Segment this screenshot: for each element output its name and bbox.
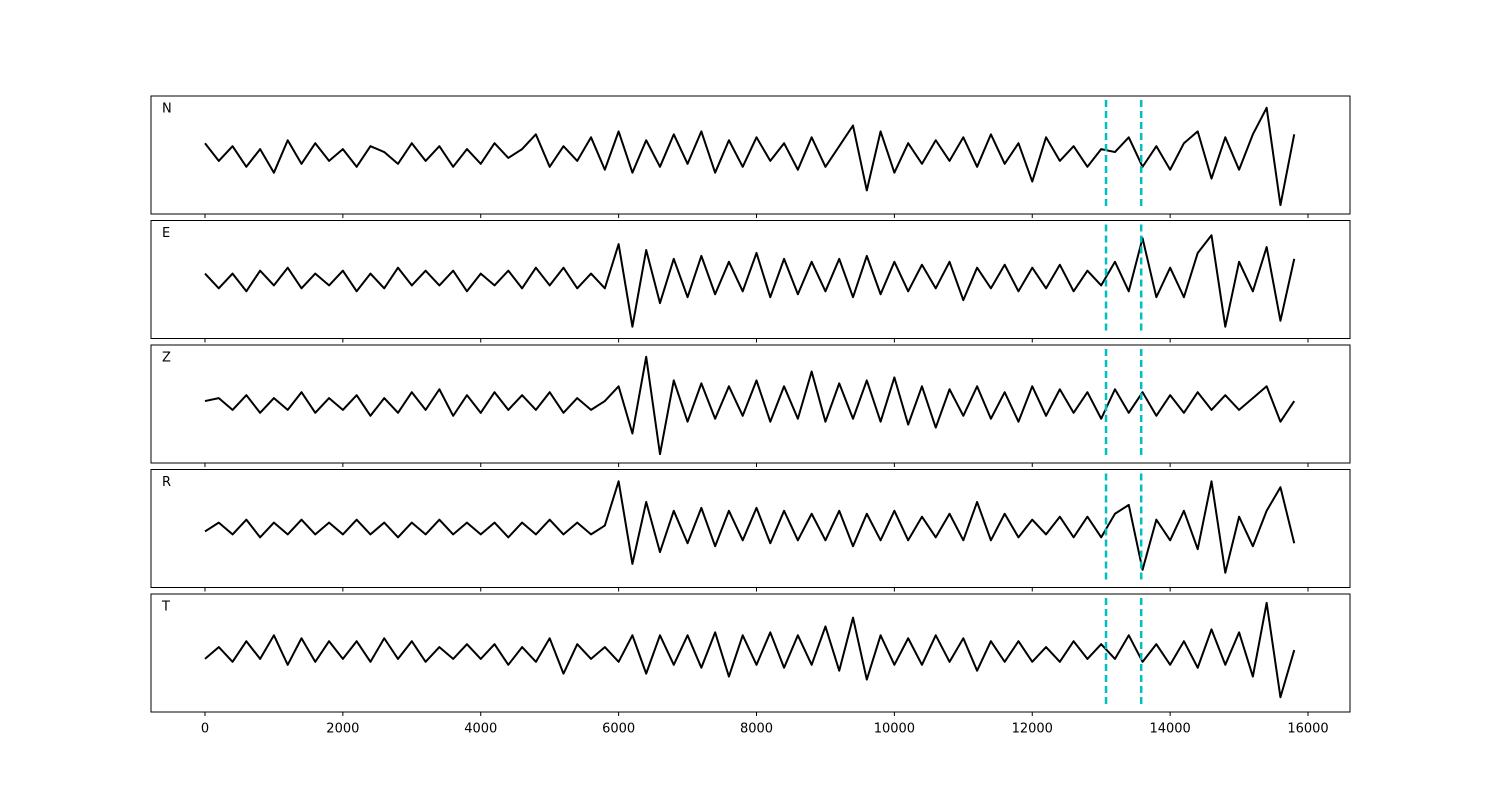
waveform xyxy=(204,480,1296,574)
x-tick-label: 6000 xyxy=(602,722,635,737)
panel-frame xyxy=(150,220,1351,339)
panel-label: E xyxy=(162,226,170,241)
x-tick-label: 10000 xyxy=(874,722,915,737)
panel-frame xyxy=(150,95,1351,215)
x-tick-label: 14000 xyxy=(1149,722,1190,737)
waveform xyxy=(204,106,1296,207)
x-tick-label: 8000 xyxy=(740,722,773,737)
waveform xyxy=(204,234,1296,328)
waveform xyxy=(204,355,1296,456)
panel-label: R xyxy=(162,475,171,490)
panel-frame xyxy=(150,469,1351,588)
x-tick-label: 4000 xyxy=(464,722,497,737)
panel-frame xyxy=(150,593,1351,713)
panel-label: Z xyxy=(162,351,171,366)
panel-frame xyxy=(150,344,1351,464)
x-tick-label: 12000 xyxy=(1012,722,1053,737)
x-tick-label: 2000 xyxy=(326,722,359,737)
waveform xyxy=(204,601,1296,699)
x-tick-label: 0 xyxy=(201,722,209,737)
panel-label: N xyxy=(162,102,172,117)
panel-label: T xyxy=(161,600,170,615)
x-tick-label: 16000 xyxy=(1287,722,1328,737)
